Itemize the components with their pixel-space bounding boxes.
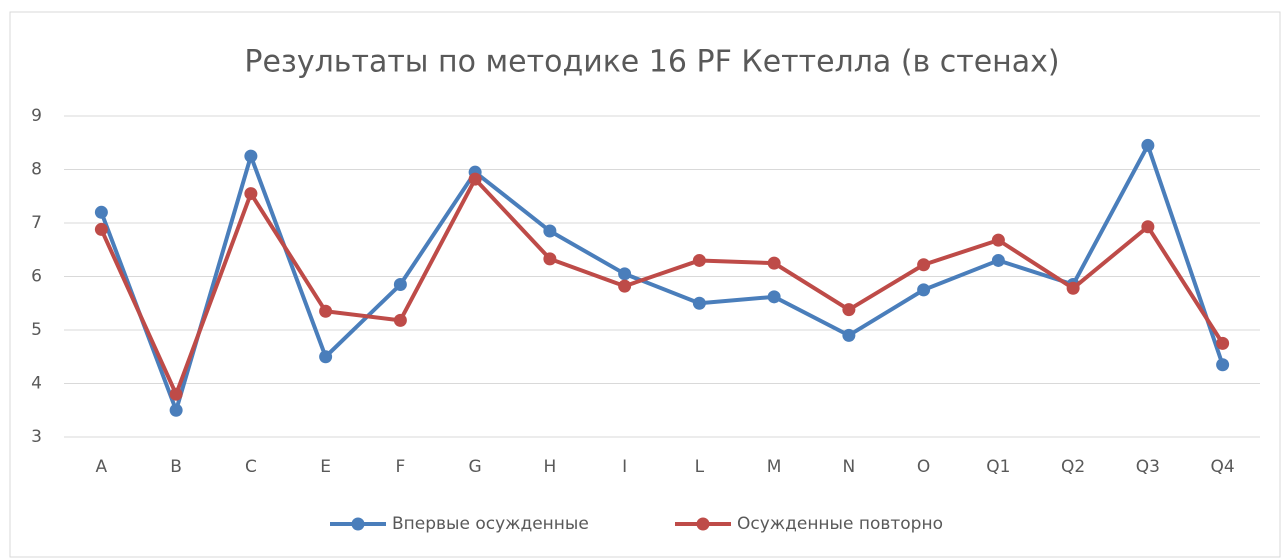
- point: [94, 222, 108, 236]
- point: [1216, 336, 1230, 350]
- x-tick-label: G: [469, 457, 482, 477]
- point: [842, 303, 856, 317]
- point: [244, 187, 258, 201]
- x-tick-label: H: [543, 457, 556, 477]
- point: [991, 253, 1005, 267]
- point: [767, 256, 781, 270]
- x-tick-label: Q1: [986, 457, 1010, 477]
- y-tick-label: 6: [31, 267, 42, 287]
- series-line: [99, 143, 1225, 413]
- legend-marker: [351, 517, 365, 531]
- point: [169, 403, 183, 417]
- point: [991, 233, 1005, 247]
- x-tick-label: Q2: [1061, 457, 1085, 477]
- x-tick-label: I: [622, 457, 627, 477]
- point: [618, 279, 632, 293]
- point: [1066, 281, 1080, 295]
- x-tick-label: C: [245, 457, 257, 477]
- y-tick-label: 7: [31, 213, 42, 233]
- point: [842, 328, 856, 342]
- point: [393, 278, 407, 292]
- point: [393, 313, 407, 327]
- point: [319, 304, 333, 318]
- point: [1141, 138, 1155, 152]
- x-tick-label: F: [395, 457, 405, 477]
- x-tick-label: Q3: [1136, 457, 1160, 477]
- legend-marker: [696, 517, 710, 531]
- point: [917, 283, 931, 297]
- y-tick-label: 9: [31, 106, 42, 126]
- point: [692, 253, 706, 267]
- legend-label: Впервые осужденные: [392, 514, 589, 534]
- x-tick-label: B: [170, 457, 182, 477]
- x-tick-label: M: [767, 457, 782, 477]
- y-tick-label: 3: [31, 427, 42, 447]
- series-line: [99, 177, 1225, 397]
- y-tick-label: 8: [31, 160, 42, 180]
- point: [1141, 220, 1155, 234]
- x-tick-label: N: [843, 457, 856, 477]
- chart-title: Результаты по методике 16 PF Кеттелла (в…: [244, 45, 1059, 80]
- point: [319, 350, 333, 364]
- point: [1216, 358, 1230, 372]
- point: [169, 387, 183, 401]
- y-tick-label: 4: [31, 374, 42, 394]
- point: [543, 252, 557, 266]
- point: [917, 258, 931, 272]
- x-tick-label: A: [96, 457, 108, 477]
- x-tick-label: Q4: [1211, 457, 1235, 477]
- point: [767, 290, 781, 304]
- legend-label: Осужденные повторно: [737, 514, 943, 534]
- point: [244, 149, 258, 163]
- x-tick-label: O: [917, 457, 930, 477]
- point: [692, 296, 706, 310]
- point: [543, 224, 557, 238]
- x-tick-label: L: [695, 457, 705, 477]
- point: [94, 205, 108, 219]
- point: [618, 267, 632, 281]
- y-tick-label: 5: [31, 320, 42, 340]
- point: [468, 172, 482, 186]
- x-tick-label: E: [320, 457, 331, 477]
- chart-frame: [9, 11, 1281, 558]
